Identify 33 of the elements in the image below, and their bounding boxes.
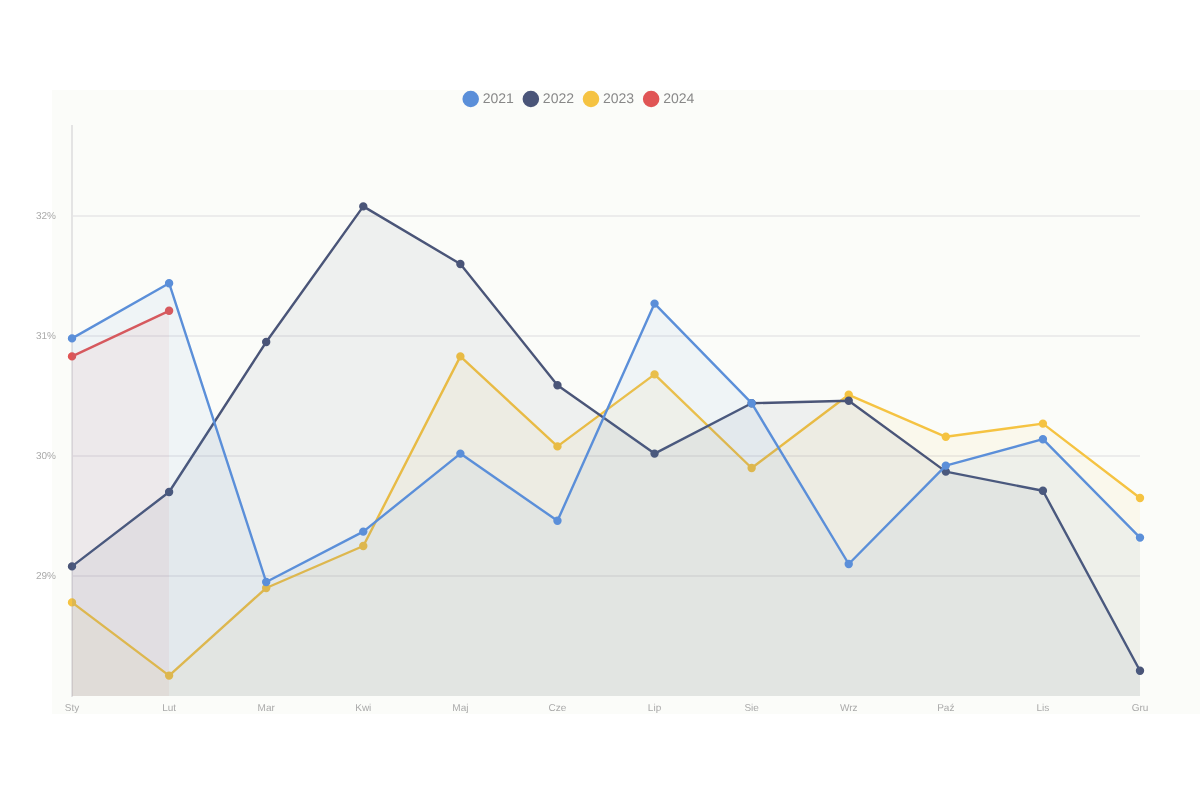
point <box>1038 435 1048 444</box>
point <box>456 352 465 361</box>
point <box>67 334 77 343</box>
point <box>359 202 368 211</box>
point <box>1038 419 1048 428</box>
point <box>359 527 368 536</box>
point <box>1135 533 1145 542</box>
point <box>67 352 77 361</box>
point <box>844 559 853 569</box>
point <box>553 516 562 525</box>
point <box>456 449 465 458</box>
point <box>553 381 562 390</box>
point <box>650 449 659 458</box>
point <box>261 577 271 587</box>
point <box>359 541 368 551</box>
point <box>164 487 174 497</box>
point <box>747 463 756 473</box>
point <box>941 461 951 470</box>
point <box>1135 666 1145 675</box>
point <box>1038 486 1048 495</box>
point <box>164 306 174 315</box>
point <box>67 562 77 571</box>
point <box>941 432 951 441</box>
point <box>456 259 465 269</box>
point <box>844 396 853 405</box>
point <box>164 671 174 680</box>
point <box>650 370 659 379</box>
point <box>261 337 271 347</box>
point <box>164 279 174 288</box>
point <box>67 598 77 607</box>
point <box>553 442 562 451</box>
point <box>1135 493 1145 503</box>
point <box>650 299 659 308</box>
